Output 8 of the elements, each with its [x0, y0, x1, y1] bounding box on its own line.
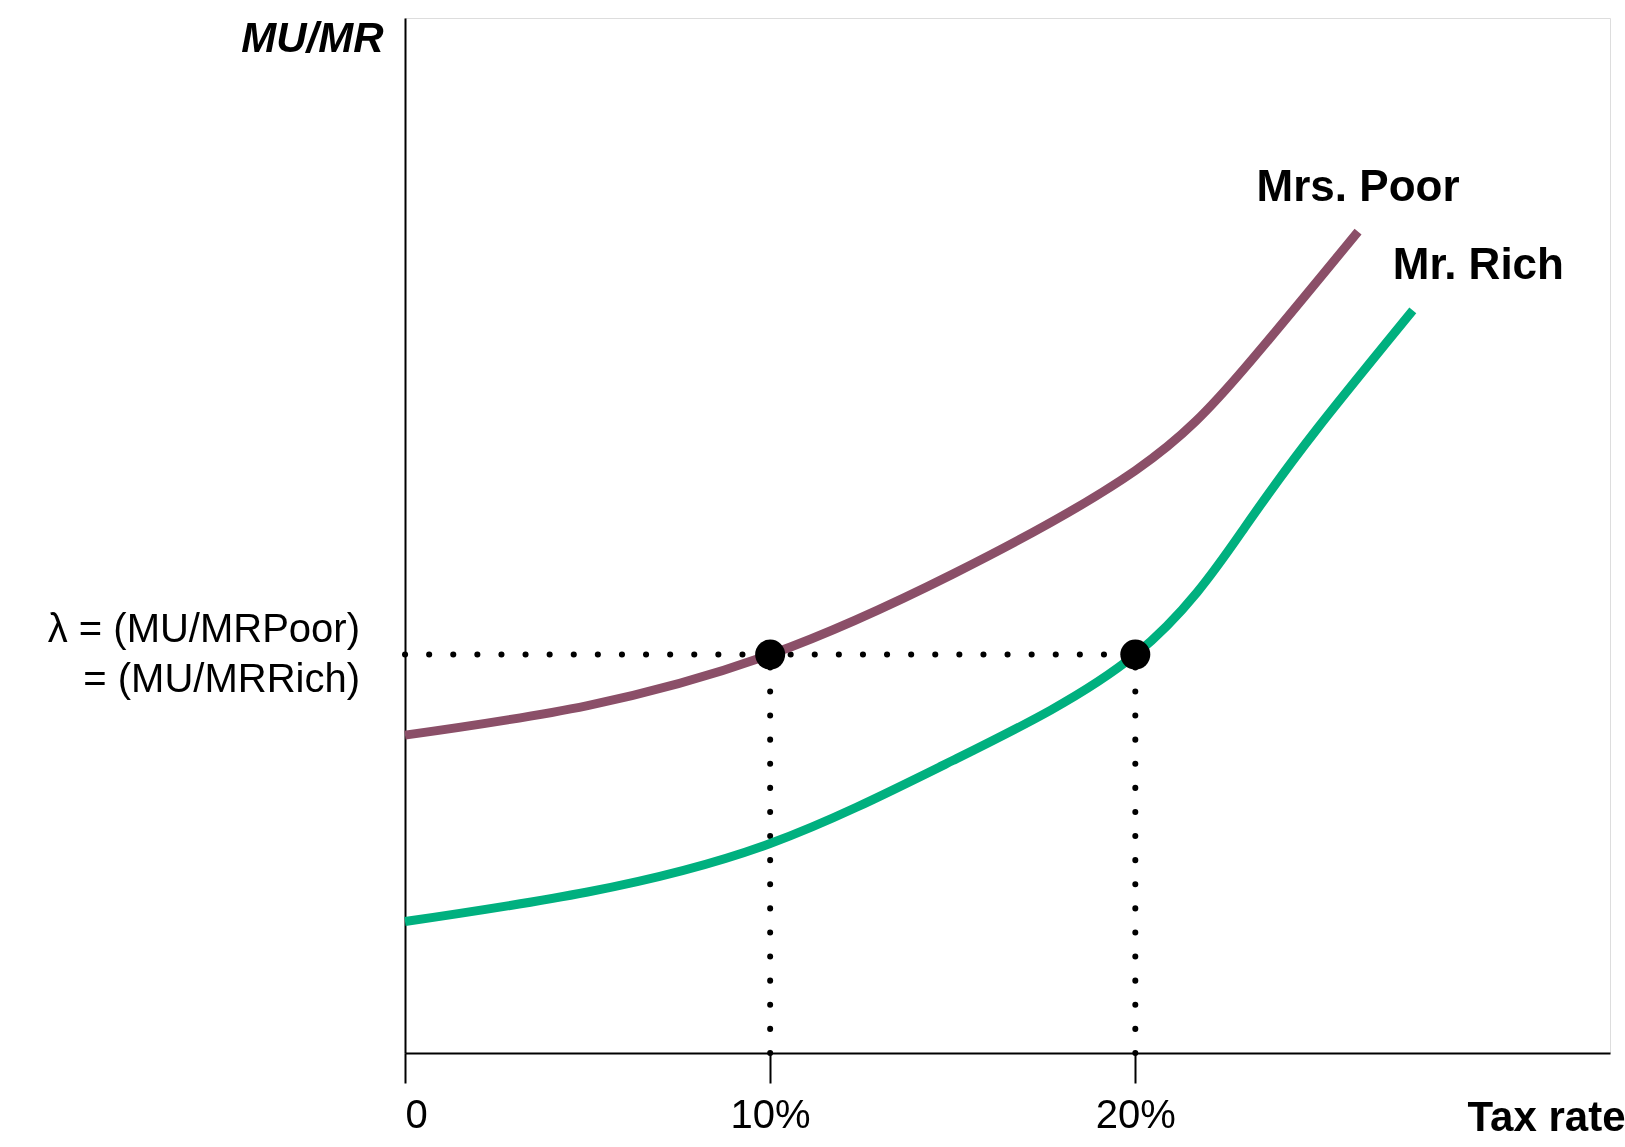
x-tick-label: 10% — [730, 1091, 811, 1136]
x-axis-title: Tax rate — [1467, 1092, 1625, 1140]
x-tick-label: 0 — [405, 1091, 428, 1136]
series-label: Mr. Rich — [1392, 239, 1564, 289]
y-axis-title: MU/MR — [241, 13, 385, 61]
x-tick-label: 20% — [1095, 1091, 1176, 1136]
series-label: Mrs. Poor — [1256, 160, 1460, 210]
ref-line-label: λ = (MU/MRPoor) = (MU/MRRich) — [47, 605, 360, 700]
